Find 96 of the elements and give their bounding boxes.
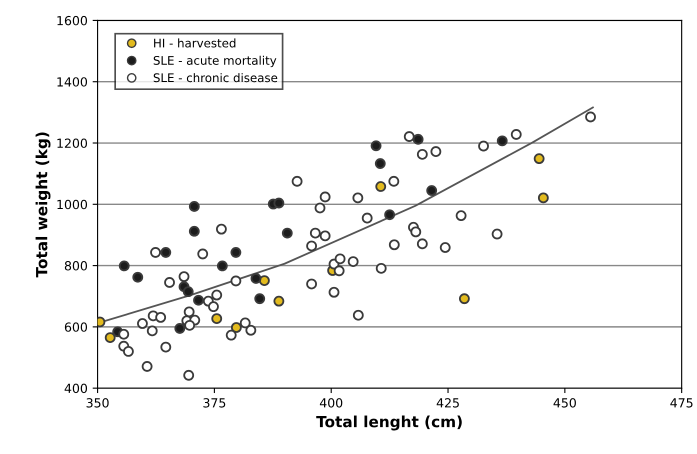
x-tick-label: 375 (203, 398, 226, 408)
point (314, 202, 326, 214)
point (585, 112, 596, 122)
point (320, 230, 331, 242)
legend-label: SLE - acute mortality (154, 56, 276, 68)
point (426, 185, 438, 196)
y-tick-label: 1000 (57, 200, 88, 210)
point (216, 260, 228, 272)
point (273, 198, 284, 208)
point (492, 228, 502, 240)
x-tick-label: 425 (436, 398, 459, 408)
point (197, 248, 208, 260)
point (230, 276, 242, 286)
point (240, 317, 251, 328)
point (282, 228, 293, 239)
point (183, 370, 194, 381)
point (160, 247, 172, 258)
point (412, 134, 424, 145)
point (352, 192, 364, 204)
point (118, 328, 130, 340)
point (352, 310, 364, 321)
point (320, 192, 331, 202)
point (188, 201, 200, 212)
point (211, 313, 222, 324)
point (193, 294, 204, 306)
point (510, 129, 522, 140)
point (155, 312, 166, 323)
point (104, 332, 116, 344)
x-tick-label: 450 (554, 398, 576, 408)
point (306, 240, 317, 252)
point (348, 256, 359, 268)
point (208, 301, 219, 312)
point (292, 176, 303, 187)
point (310, 228, 321, 239)
y-tick-label: 1400 (57, 77, 88, 87)
point (146, 325, 158, 336)
point (230, 247, 242, 258)
point (258, 275, 270, 286)
point (440, 242, 451, 253)
y-axis-title: Total weight (kg) (36, 132, 50, 278)
point (226, 330, 237, 341)
point (306, 278, 317, 290)
point (150, 247, 161, 258)
point (456, 210, 467, 222)
point (254, 293, 266, 304)
point (178, 271, 190, 282)
point (534, 153, 545, 164)
y-tick-label: 600 (64, 322, 88, 332)
point (137, 318, 148, 329)
point (388, 176, 400, 187)
point (211, 290, 222, 300)
y-tick-label: 400 (64, 384, 88, 394)
point (362, 212, 373, 224)
point (430, 146, 442, 157)
point (273, 296, 284, 307)
legend-label: HI - harvested (154, 38, 236, 48)
point (118, 260, 130, 272)
point (458, 293, 470, 304)
point (216, 224, 227, 235)
point (384, 209, 396, 220)
point (388, 239, 400, 250)
point (164, 277, 175, 288)
x-axis-title: Total lenght (cm) (316, 416, 462, 430)
point (230, 322, 242, 333)
point (123, 346, 134, 357)
x-tick-label: 400 (320, 398, 342, 408)
x-tick-label: 475 (670, 398, 693, 408)
point (334, 265, 345, 276)
y-tick-label: 800 (64, 261, 88, 271)
point (174, 323, 186, 334)
point (142, 361, 153, 372)
point (245, 324, 256, 336)
y-tick-label: 1600 (57, 16, 88, 26)
point (410, 226, 422, 238)
y-tick-label: 1200 (57, 138, 88, 148)
point (334, 253, 346, 264)
point (376, 262, 387, 274)
point (496, 135, 508, 146)
legend-label: SLE - chronic disease (154, 73, 278, 82)
point (416, 148, 428, 160)
point (375, 181, 386, 192)
point (538, 192, 549, 204)
point (132, 272, 144, 283)
point (416, 238, 428, 250)
point (184, 306, 195, 318)
x-tick-label: 350 (86, 398, 109, 408)
point (374, 158, 386, 169)
point (184, 320, 196, 331)
point (250, 273, 262, 284)
point (328, 286, 340, 298)
point (370, 140, 382, 152)
point (404, 131, 415, 142)
point (188, 226, 200, 237)
point (182, 286, 194, 298)
point (160, 342, 172, 353)
point (478, 140, 489, 152)
